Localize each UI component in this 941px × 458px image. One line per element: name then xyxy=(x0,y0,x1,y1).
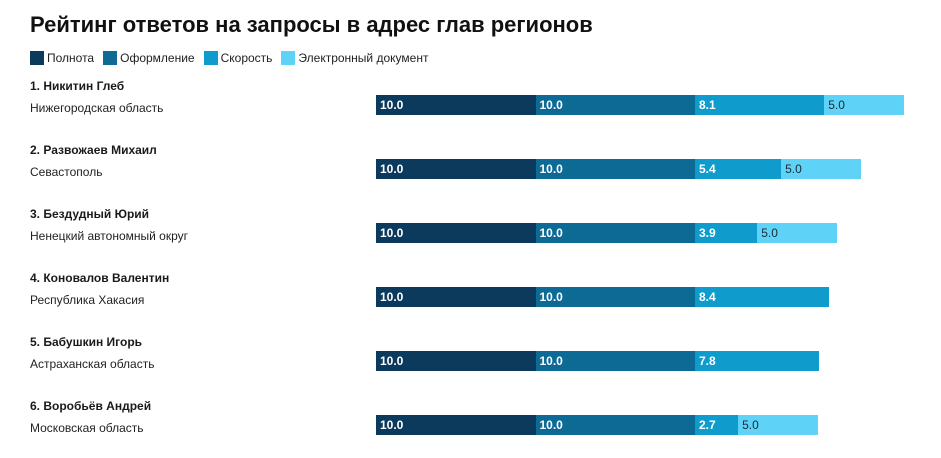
legend-item-oformlenie: Оформление xyxy=(103,51,195,65)
legend-label-polnota: Полнота xyxy=(47,51,95,65)
chart-row: 4. Коновалов Валентин Республика Хакасия 1… xyxy=(0,271,941,321)
bar-segment-oformlenie: 10.0 xyxy=(535,351,695,371)
bar-value-label: 5.0 xyxy=(761,226,778,240)
bar-value-label: 5.0 xyxy=(742,418,759,432)
bar-value-label: 5.0 xyxy=(785,162,802,176)
bar-segment-oformlenie: 10.0 xyxy=(535,159,695,179)
bar-value-label: 10.0 xyxy=(539,226,563,240)
bar-value-label: 10.0 xyxy=(380,162,404,176)
chart-row: 3. Бездудный Юрий Ненецкий автономный окр… xyxy=(0,207,941,257)
bar-segment-skorost: 5.4 xyxy=(695,159,782,179)
row-person-name: 1. Никитин Глеб xyxy=(30,79,125,93)
bar-value-label: 10.0 xyxy=(539,98,563,112)
bar-segment-polnota: 10.0 xyxy=(376,95,536,115)
chart-row: 6. Воробьёв Андрей Московская область 10.0… xyxy=(0,399,941,449)
row-region-name: Ненецкий автономный округ xyxy=(30,229,189,243)
row-region-name: Севастополь xyxy=(30,165,103,179)
bar-segment-polnota: 10.0 xyxy=(376,223,536,243)
bar-value-label: 10.0 xyxy=(539,162,563,176)
legend-swatch-polnota xyxy=(30,51,44,65)
bar-value-label: 5.4 xyxy=(699,162,716,176)
bar-value-label: 3.9 xyxy=(699,226,716,240)
bar-segment-oformlenie: 10.0 xyxy=(535,95,695,115)
bar-segment-elektronnyi-dokument: 5.0 xyxy=(781,159,861,179)
row-person-name: 4. Коновалов Валентин xyxy=(30,271,170,285)
bar-value-label: 10.0 xyxy=(380,290,404,304)
chart-row: 2. Развожаев Михаил Севастополь 10.0 10.0 5.… xyxy=(0,143,941,193)
row-person-name: 6. Воробьёв Андрей xyxy=(30,399,152,413)
stacked-bar: 10.0 10.0 8.4 xyxy=(376,287,829,307)
row-person-name: 2. Развожаев Михаил xyxy=(30,143,157,157)
legend: Полнота Оформление Скорость Электронный … xyxy=(30,51,437,65)
bar-segment-elektronnyi-dokument: 5.0 xyxy=(757,223,837,243)
bar-segment-polnota: 10.0 xyxy=(376,287,536,307)
stacked-bar: 10.0 10.0 3.9 5.0 xyxy=(376,223,837,243)
bar-segment-skorost: 8.4 xyxy=(695,287,829,307)
legend-item-polnota: Полнота xyxy=(30,51,94,65)
row-region-name: Астраханская область xyxy=(30,357,155,371)
legend-label-oformlenie: Оформление xyxy=(120,51,195,65)
legend-swatch-oformlenie xyxy=(103,51,118,65)
legend-label-skorost: Скорость xyxy=(220,51,273,65)
bar-segment-oformlenie: 10.0 xyxy=(535,223,695,243)
bar-value-label: 10.0 xyxy=(539,290,563,304)
stacked-bar: 10.0 10.0 5.4 5.0 xyxy=(376,159,861,179)
bar-value-label: 10.0 xyxy=(380,418,404,432)
row-person-name: 3. Бездудный Юрий xyxy=(30,207,150,221)
stacked-bar: 10.0 10.0 7.8 xyxy=(376,351,820,371)
bar-value-label: 5.0 xyxy=(828,98,845,112)
bar-segment-polnota: 10.0 xyxy=(376,159,536,179)
bar-value-label: 10.0 xyxy=(539,354,563,368)
bar-segment-elektronnyi-dokument: 5.0 xyxy=(738,415,818,435)
bar-segment-skorost: 8.1 xyxy=(695,95,825,115)
bar-segment-elektronnyi-dokument: 5.0 xyxy=(824,95,904,115)
legend-label-elektronnyi-dokument: Электронный документ xyxy=(298,51,429,65)
chart-row: 5. Бабушкин Игорь Астраханская область 10.… xyxy=(0,335,941,385)
chart-title: Рейтинг ответов на запросы в адрес глав … xyxy=(30,12,593,37)
bar-segment-skorost: 3.9 xyxy=(695,223,758,243)
stacked-bar: 10.0 10.0 8.1 5.0 xyxy=(376,95,904,115)
bar-segment-oformlenie: 10.0 xyxy=(535,415,695,435)
bar-segment-polnota: 10.0 xyxy=(376,351,536,371)
legend-item-elektronnyi-dokument: Электронный документ xyxy=(281,51,428,65)
legend-swatch-skorost xyxy=(203,51,218,65)
legend-item-skorost: Скорость xyxy=(203,51,273,65)
bar-value-label: 2.7 xyxy=(699,418,716,432)
bar-value-label: 7.8 xyxy=(699,354,716,368)
chart-row: 1. Никитин Глеб Нижегородская область 10.0… xyxy=(0,79,941,129)
row-region-name: Нижегородская область xyxy=(30,101,164,115)
bar-value-label: 10.0 xyxy=(380,226,404,240)
bar-value-label: 8.1 xyxy=(699,98,716,112)
bar-value-label: 10.0 xyxy=(380,354,404,368)
bar-segment-skorost: 7.8 xyxy=(695,351,820,371)
bar-segment-polnota: 10.0 xyxy=(376,415,536,435)
row-region-name: Московская область xyxy=(30,421,144,435)
bar-value-label: 10.0 xyxy=(380,98,404,112)
bar-value-label: 10.0 xyxy=(539,418,563,432)
row-person-name: 5. Бабушкин Игорь xyxy=(30,335,143,349)
bar-value-label: 8.4 xyxy=(699,290,716,304)
bar-segment-oformlenie: 10.0 xyxy=(535,287,695,307)
legend-swatch-elektronnyi-dokument xyxy=(281,51,296,65)
bar-segment-skorost: 2.7 xyxy=(695,415,739,435)
stacked-bar: 10.0 10.0 2.7 5.0 xyxy=(376,415,818,435)
row-region-name: Республика Хакасия xyxy=(30,293,145,307)
